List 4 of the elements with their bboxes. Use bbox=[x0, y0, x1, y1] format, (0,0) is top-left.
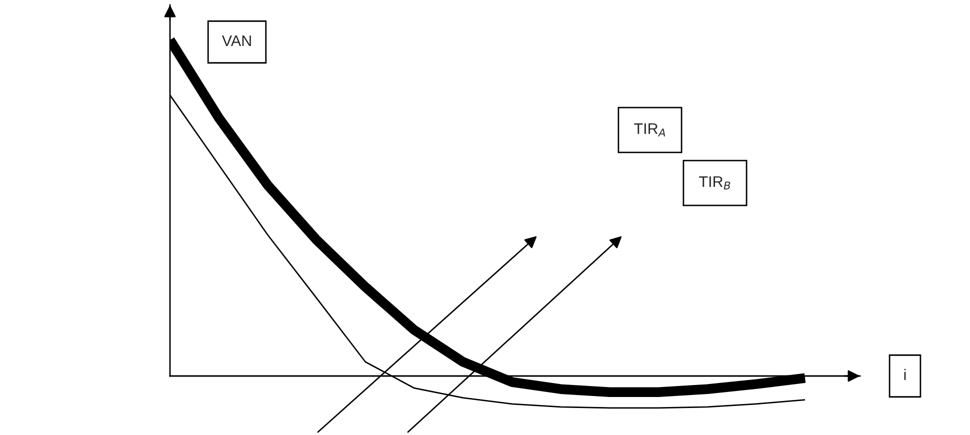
annotation: TIR$_{B}$ bbox=[699, 176, 730, 190]
y-axis-title: VAN bbox=[222, 35, 251, 46]
x-axis-title: i bbox=[904, 368, 906, 380]
annotation: TIR$_{A}$ bbox=[634, 123, 666, 136]
